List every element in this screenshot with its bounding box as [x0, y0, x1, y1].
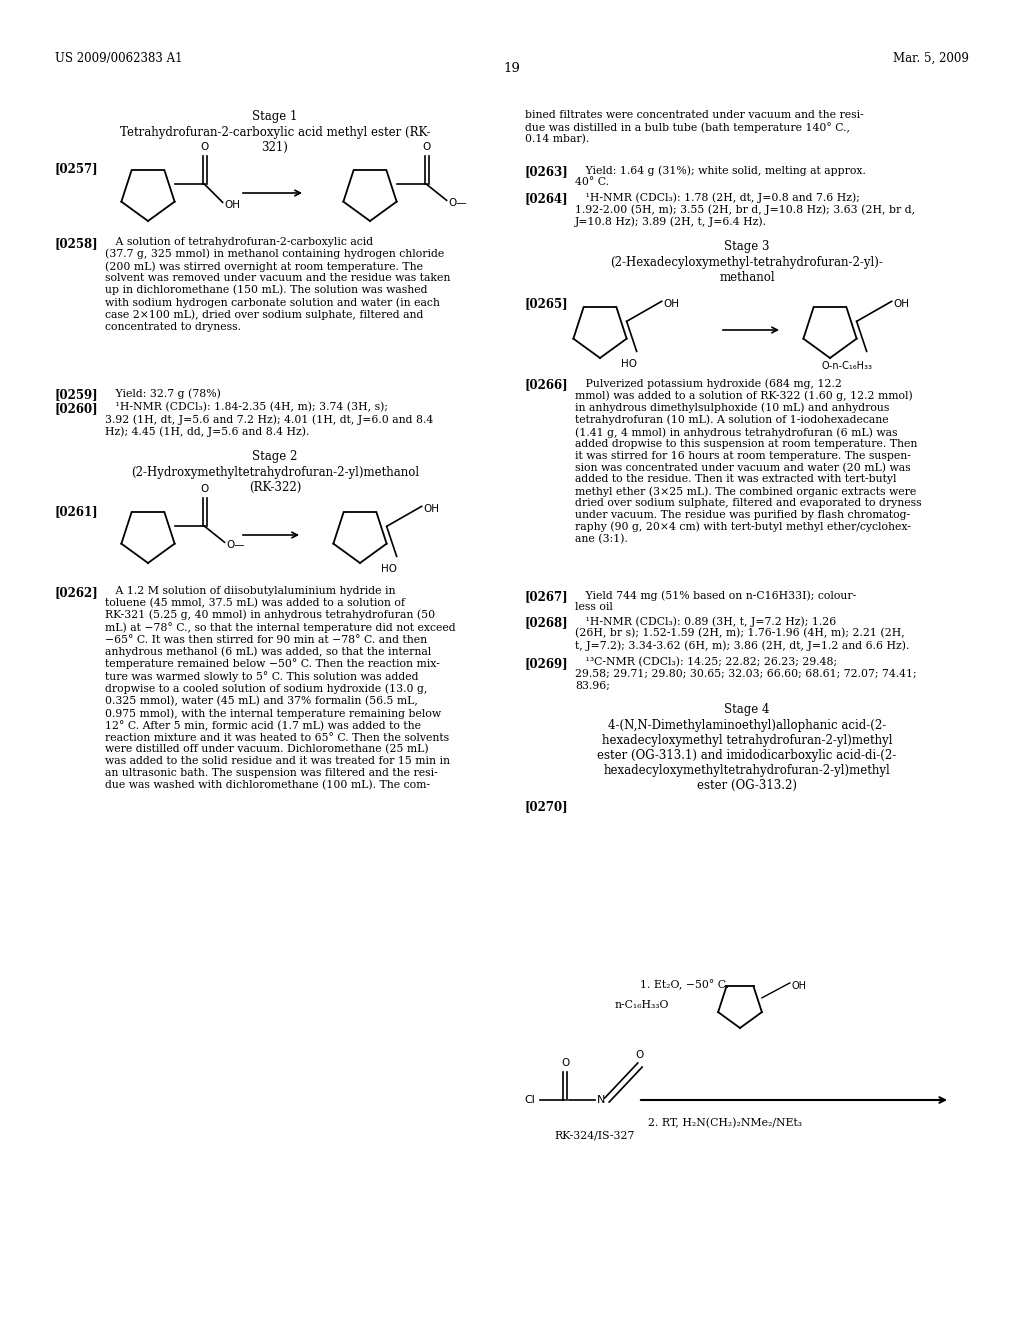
Text: (2-Hydroxymethyltetrahydrofuran-2-yl)methanol
(RK-322): (2-Hydroxymethyltetrahydrofuran-2-yl)met… [131, 466, 419, 494]
Text: US 2009/0062383 A1: US 2009/0062383 A1 [55, 51, 182, 65]
Text: [0259]: [0259] [55, 388, 98, 401]
Text: O: O [636, 1049, 644, 1060]
Text: O—: O— [226, 540, 246, 550]
Text: HO: HO [381, 565, 396, 574]
Text: OH: OH [424, 504, 439, 515]
Text: O: O [423, 143, 431, 152]
Text: [0263]: [0263] [525, 165, 568, 178]
Text: Stage 2: Stage 2 [252, 450, 298, 463]
Text: [0257]: [0257] [55, 162, 98, 176]
Text: OH: OH [792, 981, 807, 991]
Text: Yield 744 mg (51% based on n-C16H33I); colour-
less oil: Yield 744 mg (51% based on n-C16H33I); c… [575, 590, 856, 612]
Text: OH: OH [894, 300, 909, 309]
Text: [0270]: [0270] [525, 800, 568, 813]
Text: O-n-C₁₆H₃₃: O-n-C₁₆H₃₃ [821, 362, 872, 371]
Text: HO: HO [621, 359, 637, 370]
Text: 19: 19 [504, 62, 520, 75]
Text: ¹H-NMR (CDCl₃): 0.89 (3H, t, J=7.2 Hz); 1.26
(26H, br s); 1.52-1.59 (2H, m); 1.7: ¹H-NMR (CDCl₃): 0.89 (3H, t, J=7.2 Hz); … [575, 616, 909, 651]
Text: Stage 4: Stage 4 [724, 704, 770, 715]
Text: 1. Et₂O, −50° C.: 1. Et₂O, −50° C. [640, 979, 729, 990]
Text: Stage 1: Stage 1 [252, 110, 298, 123]
Text: Mar. 5, 2009: Mar. 5, 2009 [893, 51, 969, 65]
Text: Pulverized potassium hydroxide (684 mg, 12.2
mmol) was added to a solution of RK: Pulverized potassium hydroxide (684 mg, … [575, 378, 922, 544]
Text: A solution of tetrahydrofuran-2-carboxylic acid
(37.7 g, 325 mmol) in methanol c: A solution of tetrahydrofuran-2-carboxyl… [105, 238, 451, 331]
Text: O: O [201, 484, 209, 495]
Text: Tetrahydrofuran-2-carboxylic acid methyl ester (RK-
321): Tetrahydrofuran-2-carboxylic acid methyl… [120, 125, 430, 154]
Text: Yield: 1.64 g (31%); white solid, melting at approx.
40° C.: Yield: 1.64 g (31%); white solid, meltin… [575, 165, 866, 187]
Text: Cl: Cl [524, 1096, 536, 1105]
Text: ¹³C-NMR (CDCl₃): 14.25; 22.82; 26.23; 29.48;
29.58; 29.71; 29.80; 30.65; 32.03; : ¹³C-NMR (CDCl₃): 14.25; 22.82; 26.23; 29… [575, 657, 916, 690]
Text: OH: OH [224, 201, 241, 210]
Text: Stage 3: Stage 3 [724, 240, 770, 253]
Text: O: O [561, 1059, 569, 1068]
Text: [0268]: [0268] [525, 616, 568, 630]
Text: N: N [597, 1096, 605, 1105]
Text: bined filtrates were concentrated under vacuum and the resi-
due was distilled i: bined filtrates were concentrated under … [525, 110, 864, 145]
Text: (2-Hexadecyloxymethyl-tetrahydrofuran-2-yl)-
methanol: (2-Hexadecyloxymethyl-tetrahydrofuran-2-… [610, 256, 884, 284]
Text: O—: O— [449, 198, 467, 209]
Text: A 1.2 M solution of diisobutylaluminium hydride in
toluene (45 mmol, 37.5 mL) wa: A 1.2 M solution of diisobutylaluminium … [105, 586, 456, 789]
Text: RK-324/IS-327: RK-324/IS-327 [555, 1130, 635, 1140]
Text: Yield: 32.7 g (78%): Yield: 32.7 g (78%) [105, 388, 221, 399]
Text: [0264]: [0264] [525, 191, 568, 205]
Text: n-C₁₆H₃₃O: n-C₁₆H₃₃O [615, 1001, 670, 1010]
Text: [0269]: [0269] [525, 657, 568, 671]
Text: [0266]: [0266] [525, 378, 568, 391]
Text: OH: OH [664, 300, 680, 309]
Text: [0261]: [0261] [55, 506, 98, 517]
Text: O: O [201, 143, 209, 152]
Text: [0262]: [0262] [55, 586, 98, 599]
Text: [0267]: [0267] [525, 590, 568, 603]
Text: [0265]: [0265] [525, 297, 568, 310]
Text: [0260]: [0260] [55, 403, 98, 414]
Text: [0258]: [0258] [55, 238, 98, 249]
Text: ¹H-NMR (CDCl₃): 1.78 (2H, dt, J=0.8 and 7.6 Hz);
1.92-2.00 (5H, m); 3.55 (2H, br: ¹H-NMR (CDCl₃): 1.78 (2H, dt, J=0.8 and … [575, 191, 915, 227]
Text: ¹H-NMR (CDCl₃): 1.84-2.35 (4H, m); 3.74 (3H, s);
3.92 (1H, dt, J=5.6 and 7.2 Hz): ¹H-NMR (CDCl₃): 1.84-2.35 (4H, m); 3.74 … [105, 403, 433, 437]
Text: 4-(N,N-Dimethylaminoethyl)allophanic acid-(2-
hexadecyloxymethyl tetrahydrofuran: 4-(N,N-Dimethylaminoethyl)allophanic aci… [597, 719, 897, 792]
Text: 2. RT, H₂N(CH₂)₂NMe₂/NEt₃: 2. RT, H₂N(CH₂)₂NMe₂/NEt₃ [648, 1118, 802, 1129]
